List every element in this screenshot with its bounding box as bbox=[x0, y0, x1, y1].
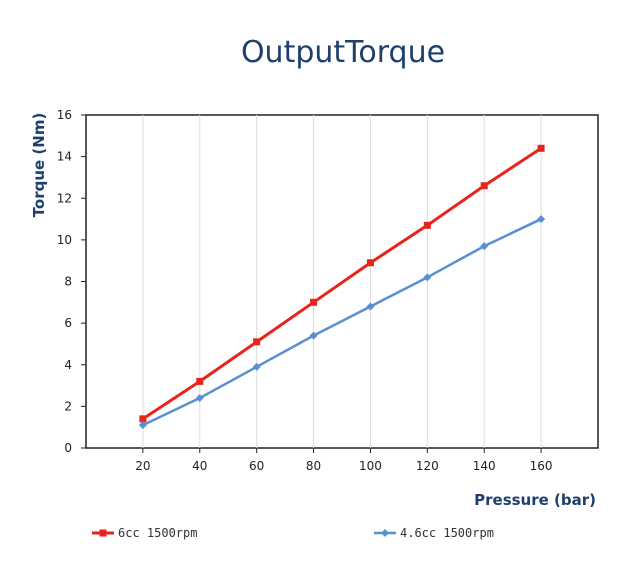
data-point bbox=[252, 362, 261, 371]
legend-marker bbox=[99, 529, 107, 537]
data-point bbox=[480, 242, 489, 251]
data-point bbox=[253, 338, 261, 346]
y-tick-label: 14 bbox=[57, 150, 72, 164]
legend: 6cc 1500rpm 4.6cc 1500rpm bbox=[92, 526, 494, 540]
data-point bbox=[195, 394, 204, 403]
data-point bbox=[480, 182, 488, 190]
x-tick-label: 120 bbox=[416, 459, 439, 473]
x-axis-label: Pressure (bar) bbox=[474, 491, 596, 509]
axis-ticks: 20 40 60 80 100 120 140 160 0 2 4 6 8 10 12 14 16 bbox=[57, 108, 553, 473]
y-tick-label: 4 bbox=[64, 358, 72, 372]
y-tick-label: 8 bbox=[64, 275, 72, 289]
data-point bbox=[309, 331, 318, 340]
x-tick-label: 40 bbox=[192, 459, 207, 473]
data-point bbox=[196, 377, 204, 385]
y-tick-label: 0 bbox=[64, 441, 72, 455]
x-tick-label: 140 bbox=[473, 459, 496, 473]
series-layer bbox=[138, 144, 546, 430]
y-tick-label: 12 bbox=[57, 191, 72, 205]
x-tick-label: 60 bbox=[249, 459, 264, 473]
data-point bbox=[423, 273, 432, 282]
chart-title: OutputTorque bbox=[241, 35, 445, 70]
x-tick-label: 20 bbox=[135, 459, 150, 473]
data-point bbox=[537, 144, 545, 152]
legend-label: 4.6cc 1500rpm bbox=[400, 526, 494, 540]
y-tick-label: 6 bbox=[64, 316, 72, 330]
data-point bbox=[139, 415, 147, 423]
data-point bbox=[310, 298, 318, 306]
x-tick-label: 160 bbox=[530, 459, 553, 473]
x-tick-label: 80 bbox=[306, 459, 321, 473]
y-tick-label: 16 bbox=[57, 108, 72, 122]
y-tick-label: 2 bbox=[64, 399, 72, 413]
data-point bbox=[423, 221, 431, 229]
data-point bbox=[138, 421, 147, 430]
data-point bbox=[537, 215, 546, 224]
legend-label: 6cc 1500rpm bbox=[118, 526, 197, 540]
x-tick-label: 100 bbox=[359, 459, 382, 473]
series-line-2 bbox=[142, 217, 542, 427]
legend-marker bbox=[381, 529, 389, 537]
y-axis-label: Torque (Nm) bbox=[30, 113, 48, 218]
data-point bbox=[366, 302, 375, 311]
series-line-1 bbox=[142, 147, 542, 421]
grid-lines bbox=[142, 115, 542, 448]
data-point bbox=[366, 259, 374, 267]
y-tick-label: 10 bbox=[57, 233, 72, 247]
